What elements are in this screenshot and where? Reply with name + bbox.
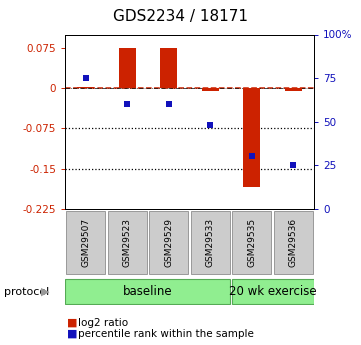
Bar: [274, 211, 313, 274]
Bar: [66, 211, 105, 274]
Bar: [78, 87, 94, 88]
Bar: [65, 279, 230, 304]
Text: GSM29535: GSM29535: [247, 218, 256, 267]
Text: 20 wk exercise: 20 wk exercise: [229, 285, 316, 298]
Text: log2 ratio: log2 ratio: [78, 318, 128, 327]
Text: percentile rank within the sample: percentile rank within the sample: [78, 329, 253, 338]
Text: GSM29529: GSM29529: [164, 218, 173, 267]
Bar: [232, 279, 314, 304]
Bar: [149, 211, 188, 274]
Text: protocol: protocol: [4, 287, 49, 296]
Text: GSM29523: GSM29523: [123, 218, 132, 267]
Bar: [232, 211, 271, 274]
Text: GDS2234 / 18171: GDS2234 / 18171: [113, 9, 248, 23]
Bar: [119, 48, 136, 88]
Bar: [108, 211, 147, 274]
Text: ■: ■: [67, 329, 77, 338]
Bar: [160, 48, 177, 88]
Text: ▶: ▶: [41, 287, 49, 296]
Text: GSM29507: GSM29507: [81, 218, 90, 267]
Bar: [243, 88, 260, 187]
Text: ■: ■: [67, 318, 77, 327]
Text: baseline: baseline: [123, 285, 173, 298]
Bar: [191, 211, 230, 274]
Text: GSM29533: GSM29533: [206, 218, 215, 267]
Bar: [202, 88, 219, 91]
Bar: [285, 88, 302, 91]
Text: GSM29536: GSM29536: [289, 218, 298, 267]
